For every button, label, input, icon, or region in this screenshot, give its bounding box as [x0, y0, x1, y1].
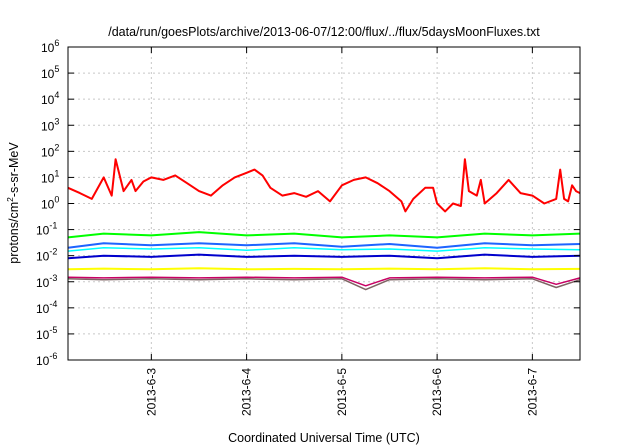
y-tick-label: 10-6 — [36, 351, 57, 368]
y-tick-label: 10-2 — [36, 247, 57, 264]
series-line-6 — [67, 267, 581, 271]
series-layer — [67, 158, 581, 291]
grid-layer — [68, 47, 580, 360]
y-axis-label: protons/cm2-s-sr-MeV — [5, 142, 21, 264]
series-line-4 — [67, 242, 581, 249]
x-tick-label: 2013-6-4 — [240, 368, 254, 416]
y-tick-label: 10-3 — [36, 273, 57, 290]
series-line-8 — [67, 278, 581, 291]
series-line-3 — [67, 247, 581, 252]
y-tick-label: 101 — [41, 168, 59, 185]
y-axis-label-post: -s-sr-MeV — [7, 142, 21, 198]
tick-layer: 106 105 104 103 102 101 100 10-1 10-2 10-3 10-4 10-… — [36, 38, 580, 416]
y-tick-label: 106 — [41, 38, 59, 55]
y-tick-label: 105 — [41, 64, 59, 81]
series-line-5 — [67, 253, 581, 260]
x-tick-label: 2013-6-6 — [430, 368, 444, 416]
y-axis-label-sup: 2 — [5, 197, 15, 202]
x-tick-label: 2013-6-5 — [335, 368, 349, 416]
x-tick-label: 2013-6-3 — [144, 368, 158, 416]
chart-title: /data/run/goesPlots/archive/2013-06-07/1… — [108, 25, 540, 39]
y-tick-label: 102 — [41, 142, 59, 159]
series-line-2 — [67, 231, 581, 239]
y-tick-label: 10-1 — [36, 221, 57, 238]
x-axis-label: Coordinated Universal Time (UTC) — [228, 431, 420, 445]
y-tick-label: 103 — [41, 116, 59, 133]
x-tick-label: 2013-6-7 — [525, 368, 539, 416]
y-tick-label: 104 — [41, 90, 59, 107]
series-line-7 — [67, 276, 581, 287]
y-tick-label: 10-4 — [36, 299, 57, 316]
y-axis-label-pre: protons/cm — [7, 202, 21, 264]
y-tick-label: 100 — [41, 195, 59, 212]
series-line-1 — [67, 158, 581, 213]
y-tick-label: 10-5 — [36, 325, 57, 342]
